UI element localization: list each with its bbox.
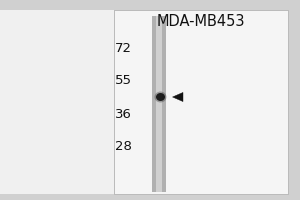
Bar — [114, 10, 288, 194]
Text: MDA-MB453: MDA-MB453 — [157, 14, 245, 29]
Polygon shape — [172, 92, 183, 102]
Bar — [0, 10, 114, 194]
Bar — [156, 16, 162, 192]
Text: 55: 55 — [115, 73, 132, 86]
Text: 28: 28 — [115, 140, 132, 152]
Bar — [152, 16, 166, 192]
Text: 36: 36 — [115, 108, 132, 120]
Text: 72: 72 — [115, 42, 132, 54]
Ellipse shape — [156, 93, 165, 101]
Ellipse shape — [154, 92, 166, 102]
